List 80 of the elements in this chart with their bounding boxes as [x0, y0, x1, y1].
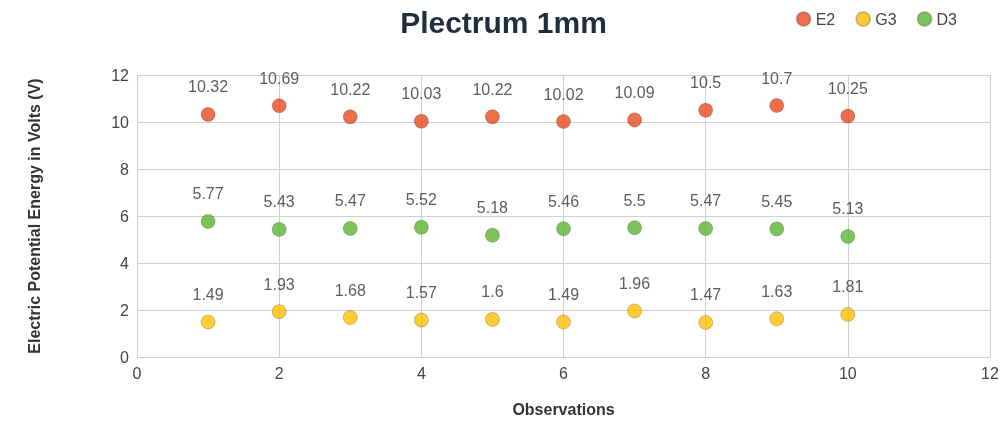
data-label: 1.47: [690, 286, 722, 304]
data-label: 1.63: [761, 282, 793, 300]
point: [271, 98, 287, 114]
point: [484, 311, 500, 327]
data-label: 5.46: [547, 192, 580, 210]
x-tick-label: 12: [981, 364, 999, 382]
data-label: 10.32: [188, 78, 229, 96]
y-tick-label: 0: [120, 348, 130, 366]
point: [556, 221, 571, 237]
x-tick-label: 4: [416, 364, 426, 382]
data-label: 5.5: [623, 191, 646, 209]
point: [769, 98, 785, 114]
point: [342, 310, 358, 326]
point: [484, 109, 500, 125]
x-tick-label: 2: [274, 364, 284, 382]
chart-title: Plectrum 1mm: [400, 5, 607, 39]
y-tick-label: 10: [111, 113, 130, 131]
data-label: 10.69: [259, 69, 300, 87]
data-label: 10.7: [761, 69, 793, 87]
point: [200, 314, 216, 330]
data-label: 5.47: [334, 192, 366, 210]
data-label: 1.49: [547, 285, 580, 303]
data-label: 10.02: [543, 85, 584, 103]
x-axis-title: Observations: [512, 400, 615, 418]
y-tick-label: 8: [120, 160, 130, 178]
y-tick-label: 12: [111, 66, 130, 84]
point: [840, 306, 856, 322]
point: [342, 109, 358, 125]
point: [413, 219, 429, 235]
y-tick-label: 4: [120, 254, 130, 272]
data-label: 1.68: [334, 281, 366, 299]
data-label: 10.22: [330, 80, 371, 98]
data-label: 5.18: [476, 199, 509, 217]
data-label: 10.03: [401, 85, 442, 103]
point: [200, 213, 216, 229]
point: [484, 227, 500, 243]
data-label: 1.57: [405, 284, 438, 302]
data-label: 5.47: [690, 192, 722, 210]
data-label: 1.96: [619, 274, 651, 292]
x-tick-label: 6: [559, 364, 569, 382]
point: [342, 220, 358, 236]
data-label: 1.81: [832, 278, 864, 296]
point: [840, 108, 856, 124]
x-tick-label: 0: [132, 364, 142, 382]
point: [769, 311, 785, 327]
data-label: 1.93: [263, 275, 295, 293]
point: [271, 221, 287, 237]
point: [627, 220, 643, 236]
point: [271, 304, 287, 320]
point: [556, 314, 571, 330]
data-label: 5.52: [405, 191, 438, 209]
point: [556, 114, 571, 130]
data-label: 10.09: [614, 83, 655, 101]
data-label: 10.25: [827, 80, 868, 98]
point: [698, 102, 714, 118]
y-tick-label: 6: [120, 207, 130, 225]
data-label: 5.45: [761, 192, 793, 210]
data-label: 5.13: [832, 200, 864, 218]
point: [840, 228, 856, 244]
point: [200, 106, 216, 122]
x-tick-label: 8: [701, 364, 711, 382]
data-label: 1.6: [481, 283, 504, 301]
legend-label: G3: [875, 10, 897, 28]
data-label: 1.49: [192, 285, 224, 303]
data-label: 5.43: [263, 193, 295, 211]
point: [769, 221, 785, 237]
data-label: 10.5: [690, 74, 722, 92]
x-tick-label: 10: [838, 364, 857, 382]
data-label: 10.22: [472, 80, 513, 98]
point: [698, 220, 714, 236]
y-tick-label: 2: [120, 301, 130, 319]
point: [413, 312, 429, 328]
point: [627, 112, 643, 128]
data-label: 5.77: [192, 185, 224, 203]
point: [413, 113, 429, 129]
point: [698, 314, 714, 330]
legend-label: E2: [815, 10, 836, 28]
point: [627, 303, 643, 319]
legend-label: D3: [936, 10, 958, 28]
y-axis-title: Electric Potential Energy in Volts (V): [25, 78, 43, 354]
